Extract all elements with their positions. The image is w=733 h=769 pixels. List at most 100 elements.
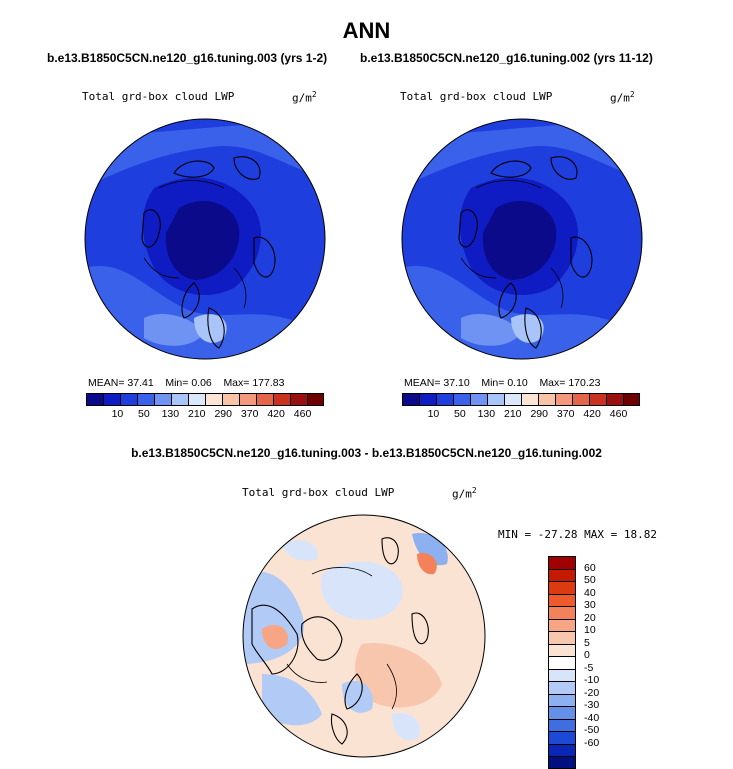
diff-colorbar-box — [548, 556, 576, 569]
diff-units-label: g/m2 — [452, 486, 477, 501]
panel1-colorbar-tick-label: 290 — [214, 408, 232, 420]
diff-coastlines — [251, 537, 429, 745]
diff-field-region — [262, 624, 288, 649]
panel2-field-region — [482, 200, 557, 280]
diff-colorbar-labels: 60 50 40 30 20 10 5 0 -5 -10 -20 -30 -40 -50 -60 — [584, 556, 624, 756]
panel1-colorbar-tick-label: 460 — [293, 408, 312, 420]
panel1-colorbar-box — [103, 393, 120, 406]
diff-coastlines — [286, 567, 397, 710]
diff-colorbar-tick-label: -20 — [584, 686, 600, 699]
page-title: ANN — [342, 18, 391, 43]
diff-colorbar-tick-label: -40 — [584, 711, 600, 724]
panel2-colorbar-tick-label: 460 — [609, 408, 628, 420]
panel1-field-region — [194, 314, 227, 343]
panel1-colorbar-box — [205, 393, 222, 406]
diff-map-border — [242, 514, 486, 758]
diff-colorbar-tick-label: 10 — [584, 624, 596, 636]
diff-colorbar — [548, 556, 576, 769]
diff-title: b.e13.B1850C5CN.ne120_g16.tuning.003 - b… — [131, 446, 602, 460]
diff-colorbar-tick-label: -60 — [584, 736, 600, 749]
panel1-field-region — [165, 200, 240, 280]
diff-field-region — [262, 674, 322, 726]
diff-colorbar-tick-label: -50 — [584, 724, 600, 736]
panel1-map-border — [84, 118, 326, 360]
panel1-colorbar-tick-label: 130 — [161, 408, 180, 420]
panel1-colorbar-box — [239, 393, 256, 406]
panel1-field-region — [144, 313, 204, 346]
diff-colorbar-tick-label: -5 — [584, 661, 594, 674]
panel2-field-region — [511, 314, 544, 343]
diff-field-region — [417, 553, 437, 575]
panel1-colorbar-labels: 10 50 130 210 290 370 420 460 — [86, 408, 324, 422]
diff-colorbar-box — [548, 756, 576, 769]
diff-colorbar-box — [548, 681, 576, 694]
diff-colorbar-box — [548, 593, 576, 606]
panel2-colorbar-tick-label: 290 — [530, 408, 548, 420]
panel2-colorbar-box — [487, 393, 504, 406]
panel1-colorbar — [86, 393, 324, 406]
panel1-colorbar-box — [154, 393, 171, 406]
panel2-coastlines — [458, 156, 593, 349]
panel1-units-label: g/m2 — [292, 90, 317, 105]
diff-field-region — [342, 680, 373, 713]
diff-colorbar-box — [548, 618, 576, 631]
panel1-colorbar-box — [290, 393, 307, 406]
panel2-colorbar-labels: 10 50 130 210 290 370 420 460 — [402, 408, 640, 422]
panel2-colorbar-tick-label: 210 — [504, 408, 522, 420]
panel2-colorbar-box — [521, 393, 538, 406]
diff-colorbar-tick-label: 0 — [584, 649, 590, 661]
panel2-colorbar-tick-label: 130 — [477, 408, 496, 420]
panel2-polar-map — [401, 118, 643, 360]
panel2-colorbar-box — [555, 393, 572, 406]
diff-field-region — [392, 713, 421, 741]
panel2-colorbar-tick-label: 10 — [427, 408, 440, 420]
panel2-variable-label: Total grd-box cloud LWP — [400, 90, 553, 103]
panel1-colorbar-tick-label: 50 — [138, 408, 150, 420]
diff-colorbar-box — [548, 643, 576, 656]
panel1-colorbar-box — [86, 393, 103, 406]
diff-colorbar-box — [548, 581, 576, 594]
panel1-colorbar-box — [307, 393, 324, 406]
diff-colorbar-box — [548, 668, 576, 681]
diff-colorbar-box — [548, 718, 576, 731]
panel1-colorbar-tick-label: 370 — [240, 408, 259, 420]
diff-colorbar-box — [548, 706, 576, 719]
diff-colorbar-box — [548, 656, 576, 669]
panel2-colorbar-box — [623, 393, 640, 406]
diff-polar-map — [242, 514, 486, 758]
panel2-colorbar-box — [453, 393, 470, 406]
panel1-variable-label: Total grd-box cloud LWP — [82, 90, 235, 103]
panel2-colorbar-box — [606, 393, 623, 406]
panel1-colorbar-box — [222, 393, 239, 406]
panel1-coastlines — [141, 156, 276, 349]
diff-minmax: MIN = -27.28 MAX = 18.82 — [498, 528, 657, 541]
diff-variable-label: Total grd-box cloud LWP — [242, 486, 395, 499]
diff-field-region — [282, 539, 318, 561]
diff-colorbar-box — [548, 568, 576, 581]
panel2-colorbar-box — [470, 393, 487, 406]
panel2-colorbar-box — [572, 393, 589, 406]
panel2-stats: MEAN= 37.10 Min= 0.10 Max= 170.23 — [404, 377, 601, 389]
panel1-stats: MEAN= 37.41 Min= 0.06 Max= 177.83 — [88, 377, 285, 389]
diff-field-region — [321, 561, 403, 620]
panel1-colorbar-tick-label: 420 — [267, 408, 285, 420]
panel2-colorbar-tick-label: 420 — [583, 408, 601, 420]
panel2-colorbar-tick-label: 50 — [454, 408, 466, 420]
panel1-colorbar-box — [273, 393, 290, 406]
diff-colorbar-box — [548, 606, 576, 619]
panel2-colorbar — [402, 393, 640, 406]
diff-field-region — [355, 643, 442, 708]
panel2-units-label: g/m2 — [610, 90, 635, 105]
diff-colorbar-box — [548, 631, 576, 644]
panel2-colorbar-box — [436, 393, 453, 406]
diff-colorbar-tick-label: 5 — [584, 636, 590, 649]
panel2-map-border — [401, 118, 643, 360]
panel1-colorbar-box — [256, 393, 273, 406]
panel2-coastlines — [460, 180, 564, 309]
panel1-colorbar-box — [137, 393, 154, 406]
panel1-colorbar-tick-label: 210 — [188, 408, 206, 420]
diff-colorbar-tick-label: 50 — [584, 574, 596, 586]
panel1-colorbar-box — [120, 393, 137, 406]
panel2-colorbar-box — [419, 393, 436, 406]
panel1-case-label: b.e13.B1850C5CN.ne120_g16.tuning.003 (yr… — [47, 51, 328, 65]
